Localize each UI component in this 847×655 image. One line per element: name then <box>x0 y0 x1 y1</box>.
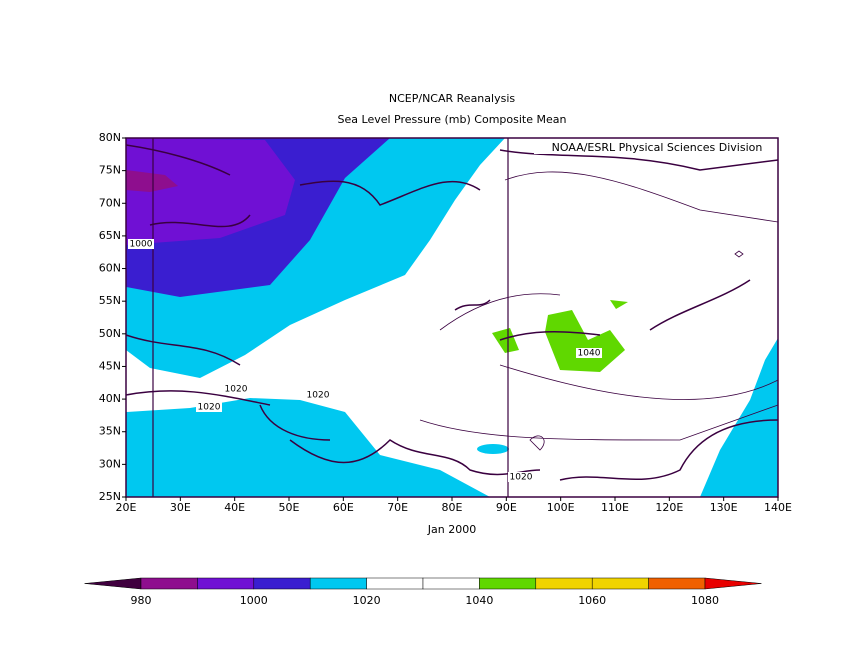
y-tick-label: 45N <box>99 359 121 372</box>
credit-box <box>534 141 774 154</box>
colorbar-segment <box>253 577 311 590</box>
contour-label: 1020 <box>198 403 221 413</box>
x-tick-label: 50E <box>279 501 300 514</box>
shade-990 <box>126 138 295 245</box>
x-tick-label: 20E <box>116 501 137 514</box>
y-tick-label: 30N <box>99 457 121 470</box>
x-tick-label: 40E <box>224 501 245 514</box>
shade-1010 <box>126 398 490 497</box>
contour-label: 1040 <box>578 349 601 359</box>
x-tick-label: 100E <box>547 501 575 514</box>
contour-line <box>419 171 779 451</box>
x-tick-label: 140E <box>764 501 792 514</box>
shade-1040 <box>610 300 628 309</box>
colorbar-label: 1060 <box>578 594 606 607</box>
contour-label-box <box>223 384 249 394</box>
contour-label-box <box>305 390 331 400</box>
y-tick-label: 65N <box>99 229 121 242</box>
x-tick-label: 110E <box>601 501 629 514</box>
contour-label: 1020 <box>510 473 533 483</box>
colorbar-segment <box>591 577 649 590</box>
y-tick-label: 70N <box>99 196 121 209</box>
contour-label-box <box>196 402 222 412</box>
y-tick-label: 25N <box>99 490 121 503</box>
contour-label: 1020 <box>307 391 330 401</box>
y-tick-label: 40N <box>99 392 121 405</box>
y-tick-label: 50N <box>99 327 121 340</box>
colorbar-segment <box>197 577 255 590</box>
y-tick-label: 55N <box>99 294 121 307</box>
colorbar-segment <box>535 577 593 590</box>
map: NOAA/ESRL Physical Sciences Division 100… <box>125 137 779 498</box>
subtitle: Sea Level Pressure (mb) Composite Mean <box>338 113 567 126</box>
colorbar-segment <box>422 577 480 590</box>
contour-label-box <box>508 472 534 482</box>
colorbar-under <box>84 577 142 590</box>
colorbar-label: 1080 <box>691 594 719 607</box>
contour-label: 1020 <box>225 385 248 395</box>
contour-label: 1000 <box>130 240 153 250</box>
colorbar-segment <box>648 577 706 590</box>
title: NCEP/NCAR Reanalysis <box>389 92 515 105</box>
x-tick-label: 60E <box>333 501 354 514</box>
coastline <box>125 144 779 481</box>
colorbar-label: 1020 <box>353 594 381 607</box>
shade-1040 <box>492 328 519 353</box>
x-tick-label: 30E <box>170 501 191 514</box>
x-tick-label: 120E <box>655 501 683 514</box>
shade-1040 <box>545 310 625 372</box>
colorbar-over <box>704 577 762 590</box>
y-tick-label: 60N <box>99 262 121 275</box>
period-label: Jan 2000 <box>427 523 476 536</box>
credit: NOAA/ESRL Physical Sciences Division <box>552 141 763 154</box>
x-tick-label: 90E <box>496 501 517 514</box>
contour-label-box <box>128 239 154 249</box>
colorbar-label: 1040 <box>465 594 493 607</box>
colorbar-segment <box>479 577 537 590</box>
shade-980 <box>126 170 178 192</box>
y-tick-label: 75N <box>99 164 121 177</box>
colorbar-segment <box>140 577 198 590</box>
x-tick-label: 70E <box>387 501 408 514</box>
colorbar-label: 1000 <box>240 594 268 607</box>
y-tick-label: 80N <box>99 131 121 144</box>
colorbar-segment <box>366 577 424 590</box>
shade-1010 <box>700 338 778 497</box>
x-tick-label: 80E <box>442 501 463 514</box>
colorbar-segment <box>309 577 367 590</box>
colorbar-label: 980 <box>131 594 152 607</box>
x-tick-label: 130E <box>710 501 738 514</box>
y-tick-label: 35N <box>99 425 121 438</box>
contour-label-box <box>576 348 602 358</box>
shade-1010 <box>477 444 509 454</box>
